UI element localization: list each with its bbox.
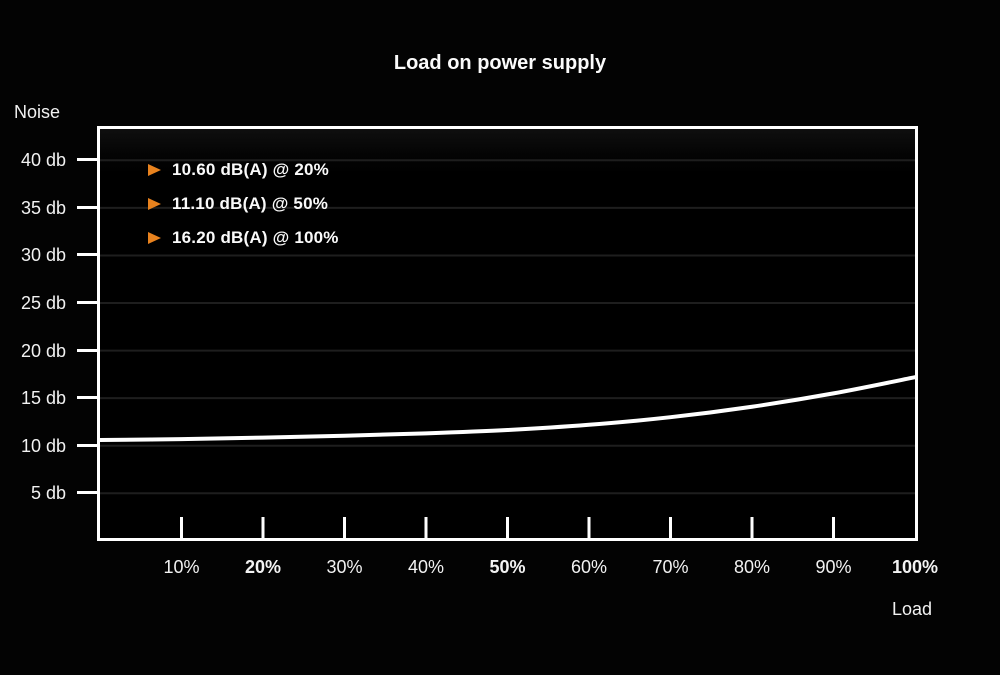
legend-label: 10.60 dB(A) @ 20% [172, 160, 329, 179]
y-tick-label: 40 db [20, 150, 66, 171]
x-tick-label: 100% [891, 557, 939, 577]
legend-label: 16.20 dB(A) @ 100% [172, 228, 339, 247]
x-tick-label: 80% [733, 557, 771, 577]
legend-item: 16.20 dB(A) @ 100% [148, 228, 339, 248]
legend: 10.60 dB(A) @ 20% 11.10 dB(A) @ 50% 16.2… [148, 160, 339, 248]
chart-title: Load on power supply [393, 52, 607, 74]
legend-item: 11.10 dB(A) @ 50% [148, 194, 339, 214]
x-tick-label: 60% [570, 557, 608, 577]
y-tick-label: 35 db [20, 197, 66, 218]
y-tick-label: 20 db [20, 340, 66, 361]
y-tick-dash [77, 253, 97, 257]
y-tick-dash [77, 158, 97, 162]
x-tick-marks [180, 517, 835, 538]
x-tick-label: 90% [815, 557, 852, 577]
y-tick-dash [77, 443, 97, 447]
y-tick-dash [77, 396, 97, 400]
x-tick-label: 10% [163, 557, 200, 577]
y-tick-label: 5 db [30, 483, 66, 504]
y-tick-dash [77, 348, 97, 352]
gridlines [100, 159, 915, 495]
plot-area: 10.60 dB(A) @ 20% 11.10 dB(A) @ 50% 16.2… [97, 126, 918, 541]
plot-svg [100, 159, 915, 538]
y-axis-title: Noise [14, 102, 61, 122]
triangle-right-icon [148, 164, 161, 176]
y-tick-label: 15 db [20, 388, 66, 409]
noise-curve [100, 375, 915, 443]
y-tick-label: 30 db [20, 245, 66, 266]
x-tick-label: 50% [489, 557, 526, 577]
x-tick-label: 40% [407, 557, 445, 577]
x-tick-label: 20% [244, 557, 282, 577]
x-tick-label: 30% [326, 557, 363, 577]
legend-label: 11.10 dB(A) @ 50% [172, 194, 329, 213]
y-tick-label: 25 db [20, 293, 66, 313]
triangle-right-icon [148, 232, 161, 244]
y-tick-dash [77, 301, 97, 304]
y-tick-label: 10 db [20, 435, 66, 456]
y-tick-dash [77, 205, 97, 209]
triangle-right-icon [148, 198, 161, 210]
y-tick-dash [77, 491, 97, 495]
legend-item: 10.60 dB(A) @ 20% [148, 160, 339, 180]
x-tick-label: 70% [652, 557, 689, 577]
x-axis-title: Load [891, 599, 933, 619]
